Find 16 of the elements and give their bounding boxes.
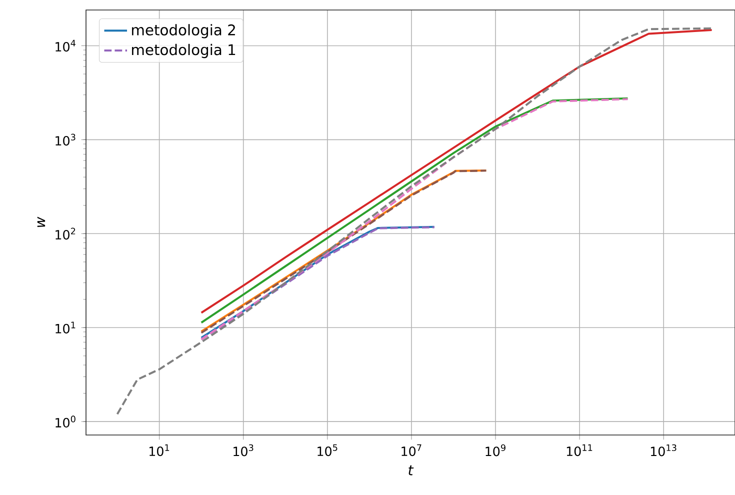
y-tick-label: 10$^{2}$	[56, 228, 76, 240]
x-axis-title: t	[408, 465, 414, 476]
y-axis-title: w	[37, 216, 46, 228]
x-tick-label: 10$^{11}$	[566, 444, 592, 456]
y-tick-label: 10$^{0}$	[56, 416, 76, 428]
y-tick-label: 10$^{1}$	[56, 322, 76, 334]
x-tick-label: 10$^{7}$	[402, 444, 422, 456]
legend-label: metodologia 1	[132, 44, 236, 58]
x-tick-label: 10$^{1}$	[150, 444, 170, 456]
x-tick-label: 10$^{9}$	[486, 444, 506, 456]
x-tick-label: 10$^{3}$	[234, 444, 254, 456]
y-tick-label: 10$^{3}$	[56, 134, 76, 146]
legend-label: metodologia 2	[132, 24, 235, 38]
x-tick-label: 10$^{13}$	[650, 444, 676, 456]
y-tick-label: 10$^{4}$	[56, 40, 76, 52]
x-tick-label: 10$^{5}$	[318, 444, 338, 456]
